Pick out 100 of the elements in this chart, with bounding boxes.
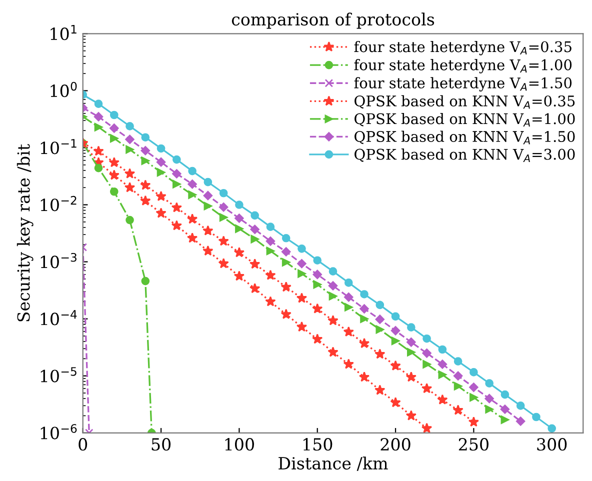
point: [108, 156, 120, 168]
point: [469, 382, 478, 392]
point: [296, 321, 308, 332]
point: [126, 145, 134, 154]
point: [110, 134, 118, 143]
point: [421, 422, 432, 433]
x-tick-label: 250: [458, 438, 488, 451]
point: [172, 180, 181, 188]
point: [454, 357, 462, 366]
point: [202, 225, 214, 236]
point: [344, 292, 354, 302]
point: [360, 304, 369, 314]
x-tick-label: 150: [303, 438, 332, 451]
x-tick-label: 200: [380, 438, 410, 451]
point: [218, 202, 228, 212]
point: [313, 280, 322, 289]
point: [94, 100, 103, 108]
point: [203, 190, 213, 200]
point: [188, 166, 196, 176]
point: [391, 312, 400, 321]
point: [343, 326, 354, 337]
point: [124, 182, 136, 192]
point: [390, 326, 400, 336]
point: [454, 382, 462, 390]
point: [266, 236, 276, 246]
point: [328, 315, 338, 326]
y-tick-label: 10$^{−3}$: [40, 252, 76, 268]
point: [438, 370, 447, 379]
point: [204, 202, 212, 210]
point: [280, 282, 292, 292]
point: [110, 187, 118, 196]
y-tick-label: 10$^{−6}$: [40, 424, 77, 440]
point: [108, 170, 120, 180]
point: [376, 300, 384, 310]
point: [186, 232, 198, 243]
point: [344, 303, 353, 312]
y-axis-title: Security key rate /bit: [16, 144, 34, 322]
point: [312, 303, 323, 314]
point: [250, 234, 260, 244]
y-tick-label: 10$^{−1}$: [40, 139, 76, 154]
point: [250, 282, 260, 294]
point: [94, 164, 103, 172]
point: [406, 372, 416, 382]
point: [358, 372, 370, 382]
point: [126, 122, 134, 130]
point: [470, 368, 478, 376]
point: [172, 169, 182, 178]
point: [422, 360, 431, 368]
point: [280, 308, 292, 319]
point: [93, 146, 104, 156]
point: [250, 224, 260, 234]
point: [328, 281, 338, 290]
point: [298, 244, 306, 253]
point: [516, 402, 525, 410]
legend-label: four state heterdyne V$_{A}$=1.00: [354, 59, 572, 74]
point: [422, 348, 432, 358]
point: [358, 338, 370, 348]
point: [406, 410, 416, 420]
point: [140, 180, 151, 190]
point: [344, 278, 353, 287]
point: [437, 394, 448, 404]
point: [438, 360, 448, 369]
point: [282, 258, 290, 266]
point: [298, 269, 306, 278]
legend-label: four state heterdyne V$_{A}$=0.35: [354, 40, 572, 56]
chart-title: comparison of protocols: [232, 12, 434, 29]
point: [391, 336, 400, 346]
point: [376, 325, 384, 334]
x-tick-label: 100: [225, 438, 254, 451]
point: [421, 382, 432, 394]
point: [172, 155, 181, 164]
point: [126, 216, 134, 224]
point: [235, 224, 244, 233]
point: [281, 247, 291, 256]
point: [110, 124, 119, 133]
point: [234, 270, 245, 281]
point: [500, 404, 510, 414]
legend-label: four state heterdyne V$_{A}$=1.50: [354, 77, 572, 92]
point: [374, 348, 386, 359]
point: [94, 112, 104, 122]
point: [202, 245, 214, 256]
point: [282, 234, 290, 242]
point: [468, 416, 480, 427]
point: [94, 122, 103, 132]
x-tick-label: 50: [152, 438, 171, 451]
point: [516, 416, 526, 426]
point: [204, 178, 212, 186]
point: [141, 133, 150, 142]
point: [374, 384, 386, 395]
point: [188, 190, 196, 199]
point: [234, 247, 245, 258]
point: [328, 267, 338, 276]
point: [140, 195, 151, 206]
point: [548, 424, 556, 433]
point: [250, 258, 260, 269]
y-tick-label: 10$^{1}$: [50, 25, 76, 40]
point: [297, 258, 306, 268]
y-tick-label: 10$^{−5}$: [40, 367, 76, 382]
point: [485, 379, 494, 388]
point: [406, 348, 416, 356]
